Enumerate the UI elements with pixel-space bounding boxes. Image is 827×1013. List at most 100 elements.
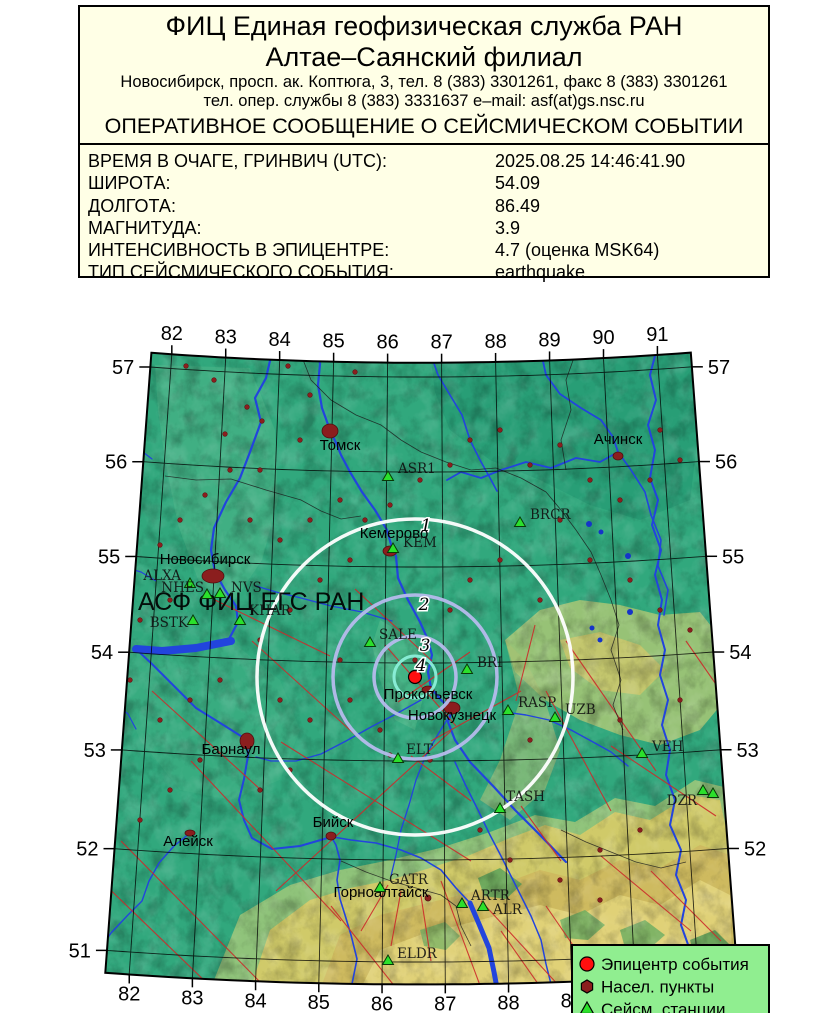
divider [80, 143, 768, 145]
settlement-dot [157, 542, 163, 548]
meridian-line [255, 359, 281, 982]
station-triangle-ALXA [183, 577, 197, 588]
fault-line [397, 651, 471, 703]
lon-label-bottom: 88 [497, 993, 519, 1013]
fault-line [480, 900, 562, 985]
fault-line [515, 624, 536, 702]
settlement-dot [352, 369, 358, 375]
lat-label-right: 53 [737, 740, 759, 762]
legend-item-label: Эпицентр события [601, 955, 749, 974]
lat-label-left: 51 [69, 940, 91, 962]
city-label: Барнаул [202, 741, 261, 758]
station-label: ASR1 [397, 461, 436, 477]
settlement-dot [557, 442, 563, 448]
lat-label-left: 53 [84, 740, 106, 762]
meridian-line [495, 361, 510, 984]
isoseismal-label: 3 [420, 636, 431, 656]
lon-label-bottom: 83 [181, 987, 203, 1009]
settlement-dot [247, 517, 253, 523]
settlement-dot [557, 517, 563, 523]
station-triangle-KHAR [233, 614, 247, 625]
settlement-dot [412, 657, 418, 663]
meridian-line [128, 354, 173, 975]
settlement-dot [477, 827, 483, 833]
legend-epicenter-icon [579, 956, 595, 972]
lon-label-top: 83 [215, 327, 237, 349]
city-marker [184, 829, 196, 837]
lake [598, 529, 604, 535]
lat-label-left: 52 [76, 839, 98, 861]
settlement-dot [467, 437, 473, 443]
station-label: DZR [667, 793, 698, 809]
lat-label-left: 57 [112, 357, 134, 379]
river [647, 352, 691, 973]
river [105, 832, 191, 952]
settlement-dot [277, 697, 283, 703]
lon-label-top: 85 [322, 331, 344, 353]
fault-line [280, 741, 472, 862]
city-label: Кемерово [360, 525, 429, 542]
city-marker [201, 568, 225, 584]
legend-item-label: Сейсм. станции [601, 1000, 726, 1013]
field-value: earthquake [495, 262, 586, 283]
faults-layer [105, 588, 732, 985]
settlement-dot [597, 897, 603, 903]
lon-label-bottom: 84 [244, 990, 266, 1012]
legend: Эпицентр события Насел. пункты Сейсм. стан… [571, 944, 770, 1013]
city-label: Прокопьевск [384, 686, 473, 703]
field-value: 2025.08.25 14:46:41.90 [495, 151, 686, 171]
admin-boundary [340, 860, 472, 947]
fault-line [120, 840, 263, 985]
city-marker [325, 831, 337, 841]
fault-line [440, 880, 482, 985]
settlement-dot [307, 392, 313, 398]
fault-line [354, 588, 433, 662]
city-label: Новосибирск [160, 551, 251, 568]
station-triangle-extra [706, 787, 720, 798]
parallel-line [150, 366, 692, 378]
settlement-dot [657, 427, 663, 433]
graticule [106, 354, 736, 985]
lat-label-right: 55 [722, 546, 744, 568]
settlement-dot [687, 627, 693, 633]
settlement-dot [177, 517, 183, 523]
lake [627, 609, 633, 615]
fault-line [251, 640, 363, 742]
settlement-dot [217, 677, 223, 683]
station-triangle-RASP [501, 704, 515, 715]
station-label: KHAR [249, 603, 292, 619]
city-label: Алейск [163, 833, 213, 850]
lon-label-top: 84 [269, 329, 291, 351]
settlement-dot [257, 787, 263, 793]
station-label: NVS [231, 580, 262, 596]
station-triangle-BRCR [513, 516, 527, 527]
station-label: BSTK [150, 615, 189, 631]
station-triangle-DZR [696, 784, 710, 795]
settlement-dot [647, 477, 653, 483]
station-triangle-SALE [363, 636, 377, 647]
settlement-dot [497, 557, 503, 563]
field-value: 54.09 [495, 173, 541, 194]
station-label: RASP [518, 695, 556, 711]
station-triangle-TASH [493, 802, 507, 813]
field-row: ИНТЕНСИВНОСТЬ В ЭПИЦЕНТРЕ: 4.7 (оценка M… [88, 239, 760, 261]
settlement-dot [467, 577, 473, 583]
fault-line [214, 599, 331, 657]
field-row: ШИРОТА: 54.09 [88, 172, 760, 194]
axes: 8283848586878889909182838485868788895152… [69, 323, 767, 1013]
settlement-dot [222, 431, 228, 437]
admin-boundary [560, 829, 687, 869]
station-label: BRCR [530, 507, 571, 523]
city-label: Томск [320, 437, 361, 454]
boundaries-layer [164, 352, 687, 947]
settlement-dot [187, 697, 193, 703]
field-row: МАГНИТУДА: 3.9 [88, 217, 760, 239]
river [132, 637, 235, 655]
meridian-line [318, 361, 335, 984]
river [209, 352, 274, 643]
station-label: VEH [651, 739, 684, 755]
settlement-dot [277, 537, 283, 543]
settlement-dot [537, 597, 543, 603]
station-label: SALE [379, 627, 417, 643]
